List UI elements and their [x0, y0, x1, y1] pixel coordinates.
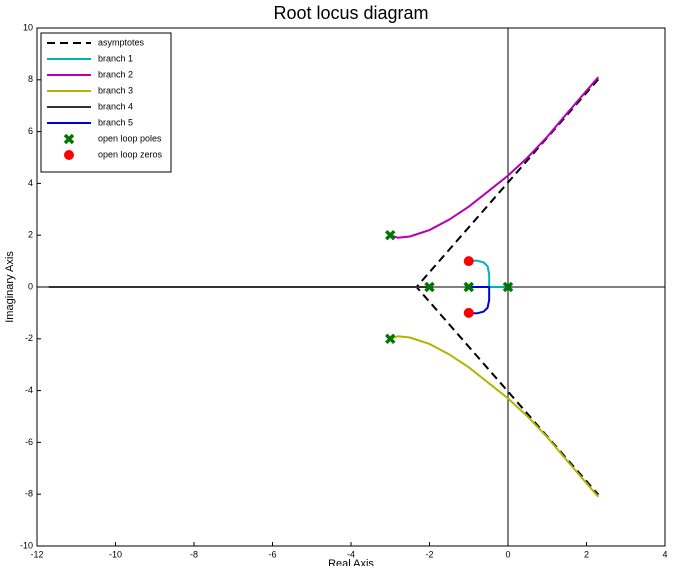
y-tick-label: -6 [25, 437, 33, 447]
x-tick-label: -8 [190, 549, 198, 559]
legend-label: branch 1 [98, 53, 133, 63]
legend-swatch [63, 133, 75, 145]
x-tick-label: -10 [109, 549, 122, 559]
x-tick-label: -4 [347, 549, 355, 559]
x-tick-label: -2 [425, 549, 433, 559]
legend-label: branch 4 [98, 101, 133, 111]
y-tick-label: -4 [25, 385, 33, 395]
legend-label: open loop poles [98, 133, 162, 143]
chart-title: Root locus diagram [273, 3, 428, 23]
y-tick-label: -2 [25, 333, 33, 343]
x-tick-label: 0 [505, 549, 510, 559]
y-tick-label: 0 [28, 281, 33, 291]
x-tick-label: 2 [584, 549, 589, 559]
y-tick-label: 8 [28, 74, 33, 84]
legend-swatch [64, 150, 74, 160]
y-tick-label: 10 [23, 22, 33, 32]
locus-line [389, 335, 600, 498]
y-tick-label: 4 [28, 178, 33, 188]
locus-line [389, 76, 600, 239]
x-axis-label: Real Axis [328, 558, 374, 566]
pole-marker [385, 229, 396, 241]
pole-marker [385, 333, 396, 345]
legend-label: branch 3 [98, 85, 133, 95]
legend-box [40, 32, 172, 173]
legend-label: branch 5 [98, 117, 133, 127]
pole-marker [424, 281, 435, 293]
legend-label: open loop zeros [98, 149, 163, 159]
zero-marker [463, 307, 474, 318]
y-tick-label: 2 [28, 230, 33, 240]
y-axis-label: Imaginary Axis [4, 251, 16, 323]
x-tick-label: 4 [662, 549, 667, 559]
x-tick-label: -6 [268, 549, 276, 559]
pole-marker [463, 281, 474, 293]
y-tick-label: -8 [25, 489, 33, 499]
zero-marker [463, 256, 474, 267]
locus-line [468, 286, 491, 315]
y-tick-label: 6 [28, 126, 33, 136]
pole-marker [502, 281, 514, 293]
legend-label: branch 2 [98, 69, 133, 79]
legend-label: asymptotes [98, 37, 145, 47]
x-tick-label: -12 [30, 549, 43, 559]
y-tick-label: -10 [20, 540, 33, 550]
